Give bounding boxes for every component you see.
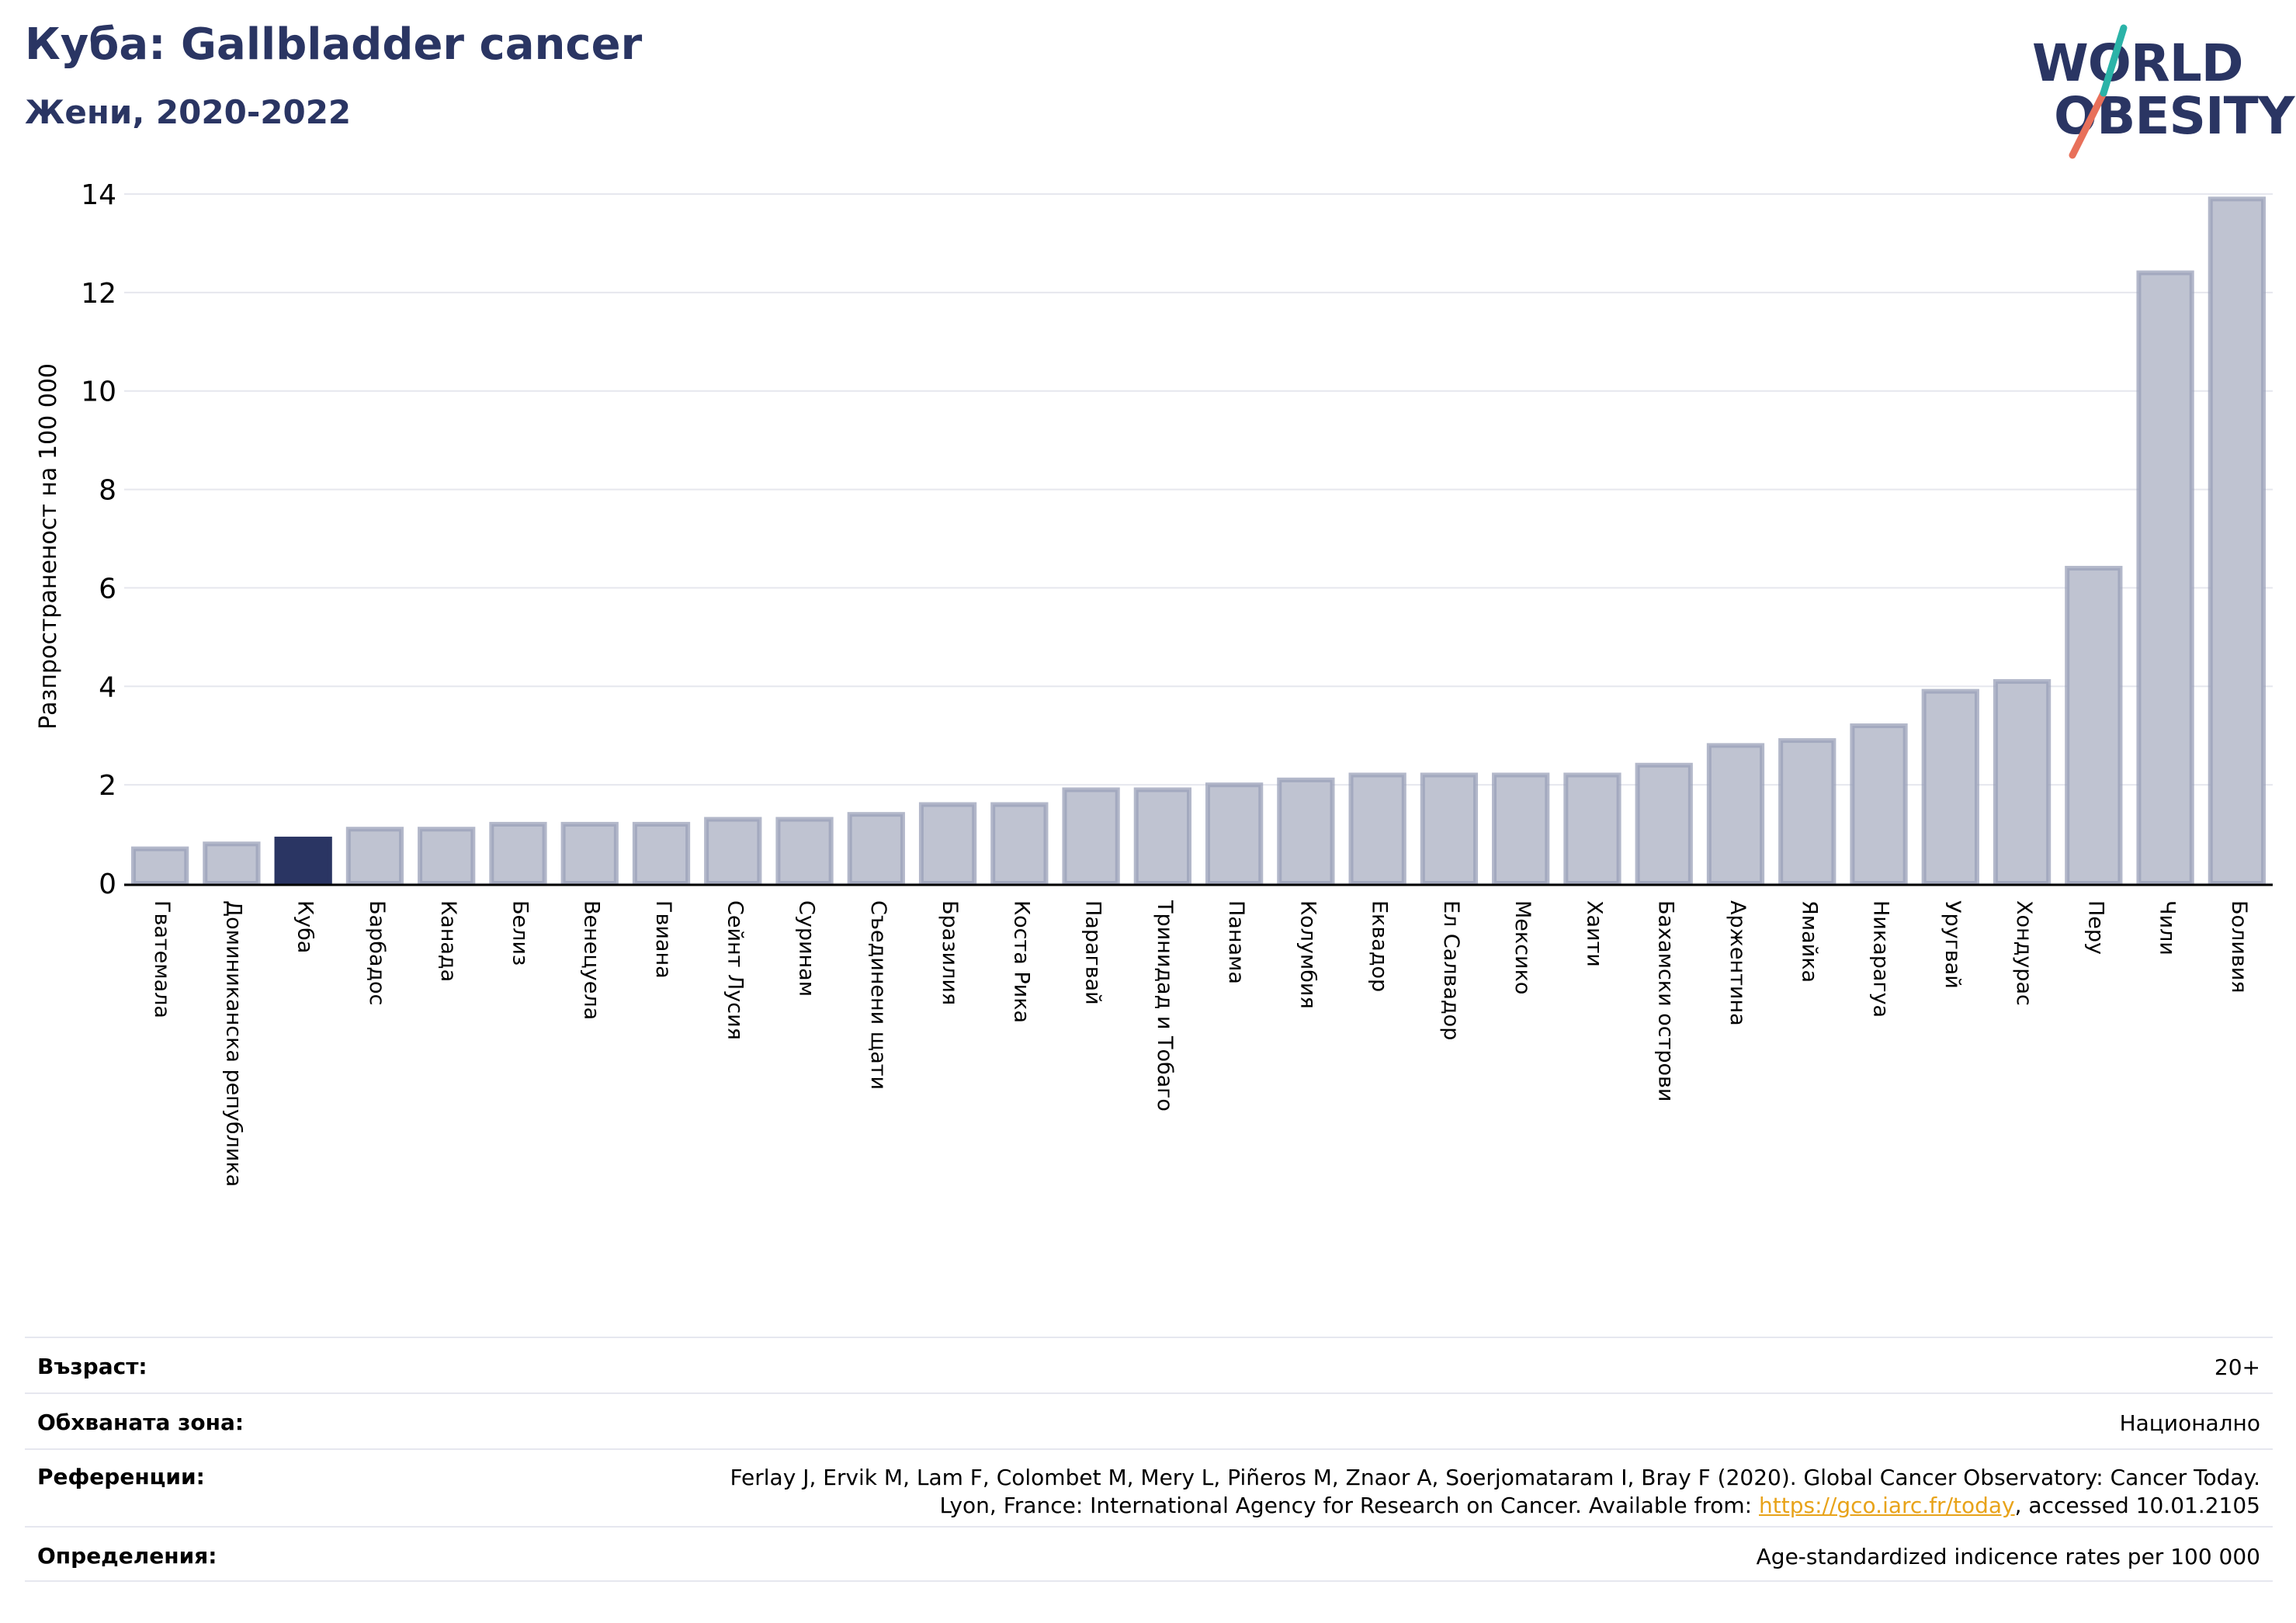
bar: [1492, 772, 1550, 886]
logo-line-1: WORLD: [2032, 33, 2244, 93]
age-value: 20+: [2214, 1354, 2260, 1380]
bar: [1993, 678, 2051, 886]
x-tick-label: Тринидад и Тобаго: [1153, 900, 1177, 1111]
x-tick-label: Гвиана: [651, 900, 675, 979]
bar: [560, 821, 619, 886]
bar: [1420, 772, 1479, 886]
references-line-2-prefix: Lyon, France: International Agency for R…: [939, 1493, 1759, 1518]
references-link[interactable]: https://gco.iarc.fr/today: [1759, 1493, 2015, 1518]
x-tick-label: Доминиканска република: [221, 900, 245, 1187]
bar: [1062, 787, 1120, 886]
x-tick-label: Сейнт Лусия: [723, 900, 747, 1040]
world-obesity-logo: WORLD OBESITY: [2018, 23, 2294, 163]
x-tick-label: Бразилия: [938, 900, 962, 1005]
bar: [1133, 787, 1192, 886]
chart-title: Куба: Gallbladder cancer: [25, 19, 643, 70]
bar: [918, 802, 977, 886]
bar: [489, 821, 547, 886]
x-tick-label: Панама: [1224, 900, 1248, 984]
x-tick-label: Хондурас: [2012, 900, 2036, 1006]
x-tick-label: Чили: [2156, 900, 2180, 955]
y-tick-label: 12: [81, 278, 116, 310]
y-tick-label: 6: [99, 573, 116, 605]
y-axis-ticks: 0 2 4 6 8 10 12 14: [81, 179, 116, 900]
x-tick-label: Уругвай: [1941, 900, 1965, 989]
y-tick-label: 4: [99, 671, 116, 703]
gridlines: [124, 193, 2273, 884]
bar: [1205, 782, 1264, 886]
y-tick-label: 14: [81, 179, 116, 211]
bar: [345, 827, 404, 886]
x-tick-label: Белиз: [508, 900, 532, 966]
bars: [130, 196, 2267, 886]
bar: [2065, 566, 2123, 886]
x-tick-label: Боливия: [2227, 900, 2251, 994]
logo-wordmark: WORLD OBESITY: [2032, 37, 2294, 143]
x-tick-label: Мексико: [1510, 900, 1535, 994]
meta-row-references: Референции: Ferlay J, Ervik M, Lam F, Co…: [25, 1448, 2273, 1526]
bar: [2136, 270, 2194, 886]
x-tick-label: Барбадос: [365, 900, 389, 1005]
coverage-label: Обхваната зона:: [37, 1410, 245, 1435]
x-tick-label: Коста Рика: [1009, 900, 1033, 1023]
metadata-table: Възраст: 20+ Обхваната зона: Национално …: [25, 1337, 2273, 1582]
bar: [1706, 743, 1765, 886]
x-tick-label: Бахамски острови: [1654, 900, 1678, 1101]
x-tick-label: Хаити: [1582, 900, 1606, 967]
bar: [990, 802, 1049, 886]
bar: [632, 821, 691, 886]
meta-row-age: Възраст: 20+: [25, 1337, 2273, 1392]
y-tick-label: 0: [99, 869, 116, 900]
meta-row-definitions: Определения: Age-standardized indicence …: [25, 1526, 2273, 1582]
definitions-value: Age-standardized indicence rates per 100…: [1756, 1544, 2260, 1569]
x-tick-label: Ямайка: [1797, 900, 1821, 983]
bar: [130, 846, 189, 886]
x-tick-label: Парагвай: [1081, 900, 1105, 1005]
x-tick-label: Канада: [436, 900, 460, 982]
x-tick-label: Куба: [293, 900, 317, 953]
x-tick-label: Венецуела: [580, 900, 604, 1020]
bar: [1921, 688, 1979, 886]
bar: [1277, 777, 1335, 886]
bar: [1850, 723, 1908, 886]
logo-slash-icon: [2069, 24, 2128, 159]
x-tick-label: Съединени щати: [866, 900, 890, 1090]
x-tick-label: Еквадор: [1368, 900, 1392, 992]
bar-highlighted: [274, 836, 332, 886]
bar: [1635, 762, 1693, 886]
y-tick-label: 8: [99, 475, 116, 507]
x-tick-label: Колумбия: [1295, 900, 1320, 1009]
bar: [2208, 196, 2267, 886]
coverage-value: Национално: [2119, 1410, 2260, 1436]
x-tick-label: Перу: [2083, 900, 2107, 955]
bar: [1563, 772, 1621, 886]
references-line-1: Ferlay J, Ervik M, Lam F, Colombet M, Me…: [730, 1465, 2260, 1490]
y-tick-label: 2: [99, 770, 116, 802]
x-tick-label: Ел Салвадор: [1439, 900, 1463, 1040]
bar: [418, 827, 476, 886]
references-line-2-suffix: , accessed 10.01.2105: [2014, 1493, 2260, 1518]
definitions-label: Определения:: [37, 1543, 217, 1569]
bar: [203, 841, 261, 886]
meta-row-coverage: Обхваната зона: Национално: [25, 1392, 2273, 1448]
bar: [1348, 772, 1406, 886]
x-tick-label: Суринам: [795, 900, 819, 997]
x-axis-labels: Гватемала Доминиканска република Куба Барба…: [150, 900, 2251, 1187]
bar: [775, 817, 834, 886]
y-axis-label: Разпространеност на 100 000: [35, 363, 62, 730]
age-label: Възраст:: [37, 1354, 147, 1379]
x-tick-label: Гватемала: [150, 900, 174, 1018]
bar: [847, 812, 905, 886]
references-value: Ferlay J, Ervik M, Lam F, Colombet M, Me…: [730, 1464, 2260, 1520]
x-tick-label: Никарагуа: [1869, 900, 1893, 1018]
y-tick-label: 10: [81, 376, 116, 408]
bar: [1778, 738, 1836, 886]
x-tick-label: Аржентина: [1725, 900, 1750, 1026]
chart-subtitle: Жени, 2020-2022: [25, 93, 352, 131]
references-label: Референции:: [37, 1464, 205, 1489]
bar: [704, 817, 762, 886]
